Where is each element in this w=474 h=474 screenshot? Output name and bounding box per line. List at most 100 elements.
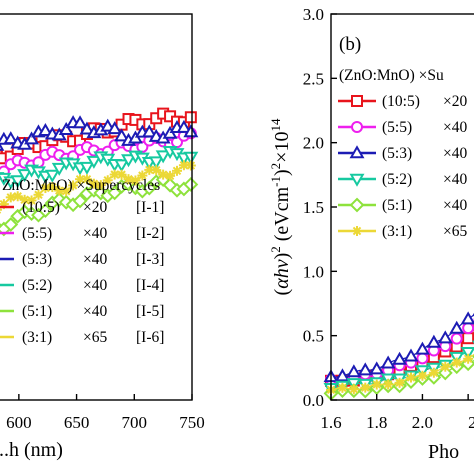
panel-b-series-3 — [323, 311, 474, 383]
panel-a-legend: ( ZnO:MnO) ×Supercycles (10:5)×20[I-1](5… — [0, 177, 164, 346]
panel-b-legend-item: (10:5) ×20 — [338, 93, 467, 110]
panel-b-legend-ratio: (5:3) — [382, 145, 412, 162]
panel-a-x-tick-label-partial: ...0 — [0, 413, 1, 432]
panel-a-data-point — [109, 169, 120, 180]
panel-a-data-point — [17, 169, 33, 183]
panel-a-data-point — [100, 118, 116, 132]
panel-b-x-tick-label: 1.8 — [366, 413, 387, 432]
panel-b-data-point — [437, 330, 453, 344]
panel-b-data-point — [450, 332, 463, 345]
panel-b-legend-marker — [352, 226, 362, 236]
panel-a-data-point — [37, 203, 53, 218]
panel-b-data-point — [463, 353, 474, 364]
panel-a-legend-ratio: (5:1) — [22, 303, 52, 320]
panel-b-y-axis-title: (αhν)2 (eVcm-1)2×1014 — [268, 118, 293, 295]
panel-a-legend-cycles: ×40 — [83, 251, 107, 268]
panel-b-y-axis: 0.0 0.5 1.0 1.5 2.0 2.5 3.0 — [303, 5, 337, 410]
panel-a-data-point — [130, 175, 141, 186]
panel-b-data-point — [460, 347, 474, 361]
panel-b-data-point — [460, 311, 474, 325]
panel-b-data-point — [451, 357, 462, 368]
panel-b-x-axis-title: Pho — [428, 441, 459, 463]
panel-b-label: (b) — [339, 34, 361, 55]
panel-a-legend-ratio: (5:5) — [22, 225, 52, 242]
panel-a-data-point — [51, 162, 67, 176]
panel-b-legend-cycles: ×65 — [443, 223, 467, 240]
panel-a-data-point — [148, 156, 164, 170]
panel-a-data-point — [184, 111, 197, 124]
panel-b-legend-ratio: (5:5) — [382, 119, 412, 136]
panel-b-data-point — [337, 382, 348, 393]
panel-b-data-point — [357, 362, 373, 376]
panel-a-x-tick-label: 650 — [64, 413, 90, 432]
panel-a-legend-header: ZnO:MnO) ×Supercycles — [2, 177, 160, 194]
panel-a-legend-item: (10:5) ×20 [I-1] — [0, 199, 164, 216]
panel-b-y-tick-label: 1.0 — [303, 262, 324, 281]
panel-a-data-point — [33, 189, 44, 200]
panel-b-legend-cycles: ×20 — [443, 93, 467, 110]
panel-a-data-point — [3, 131, 19, 145]
panel-b-data-point — [462, 322, 474, 335]
panel-a-plot-frame — [0, 13, 193, 401]
panel-a-x-tick-label: 600 — [6, 413, 32, 432]
panel-a-data-point — [47, 182, 58, 193]
panel-a-data-point — [26, 195, 37, 206]
panel-a-data-point — [12, 191, 23, 202]
panel-b-data-point — [334, 368, 350, 382]
panel-b-legend-ratio: (10:5) — [382, 93, 420, 110]
panel-b-legend-cycles: ×40 — [443, 119, 467, 136]
panel-b-y-tick-label: 2.0 — [303, 134, 324, 153]
panel-a-data-point — [141, 124, 157, 138]
panel-a-data-point — [137, 170, 148, 181]
panel-a-data-point — [44, 169, 60, 183]
panel-b-legend-cycles: ×40 — [443, 171, 467, 188]
panel-a-data-point — [155, 150, 171, 164]
panel-a-data-point — [114, 128, 130, 142]
panel-a-legend-item: (3:1) ×65 [I-6] — [0, 329, 164, 346]
panel-a-data-point — [116, 169, 127, 180]
panel-a-legend-item: (5:5) ×40 [I-2] — [0, 225, 164, 242]
panel-b-data-point — [392, 351, 408, 365]
panel-a-legend-ratio: (5:2) — [22, 277, 52, 294]
panel-a-data-point — [185, 160, 196, 171]
panel-b-y-tick-label: 0.0 — [303, 391, 324, 410]
panel-a-data-point — [171, 165, 182, 176]
panel-a-legend-sample: [I-3] — [136, 251, 164, 268]
panel-a-series-layer — [0, 107, 199, 237]
panel-a-x-axis: 600 650 700 750 ...0 — [0, 394, 205, 432]
panel-a-x-axis-title: ...h (nm) — [0, 439, 63, 461]
panel-b-data-point — [426, 334, 442, 348]
panel-a-data-point — [0, 143, 5, 151]
panel-a-legend-cycles: ×40 — [83, 277, 107, 294]
panel-b-x-tick-label: 1.6 — [320, 413, 341, 432]
panel-b-data-point — [360, 382, 371, 393]
panel-b-y-tick-label: 1.5 — [303, 198, 324, 217]
panel-b-data-point — [394, 377, 405, 388]
panel-b-data-point — [369, 361, 385, 375]
panel-b-legend-marker — [351, 95, 363, 107]
panel-a-data-point — [183, 124, 199, 138]
panel-a-data-point — [95, 180, 106, 191]
panel-a-legend-sample: [I-2] — [136, 225, 164, 242]
panel-a-series-6 — [0, 160, 196, 214]
panel-a-data-point — [79, 161, 95, 175]
panel-b-data-point — [346, 364, 362, 378]
panel-b-x-tick-label: 2.0 — [412, 413, 433, 432]
panel-a-legend-sample: [I-6] — [136, 329, 164, 346]
panel-b-legend-marker — [349, 197, 365, 213]
panel-b-data-point — [428, 367, 439, 378]
panel-a-data-point — [114, 159, 130, 173]
panel-a-data-point — [68, 180, 79, 191]
panel-b-data-point — [348, 384, 359, 395]
panel-b-chart: 0.0 0.5 1.0 1.5 2.0 2.5 3.0 1.6 1.8 2.0 2.2 Pho (… — [268, 5, 474, 463]
panel-a-data-point — [3, 217, 19, 232]
panel-b-legend-header: (ZnO:MnO) ×Su — [339, 67, 444, 84]
panel-b-legend-marker — [349, 173, 365, 187]
panel-b-legend-item: (5:2) ×40 — [338, 171, 467, 188]
panel-a-data-point — [72, 193, 88, 209]
panel-b-x-tick-label: 2.2 — [468, 413, 474, 432]
panel-a-data-point — [165, 170, 176, 181]
panel-a-legend-cycles: ×40 — [83, 303, 107, 320]
panel-a-data-point — [86, 155, 102, 169]
